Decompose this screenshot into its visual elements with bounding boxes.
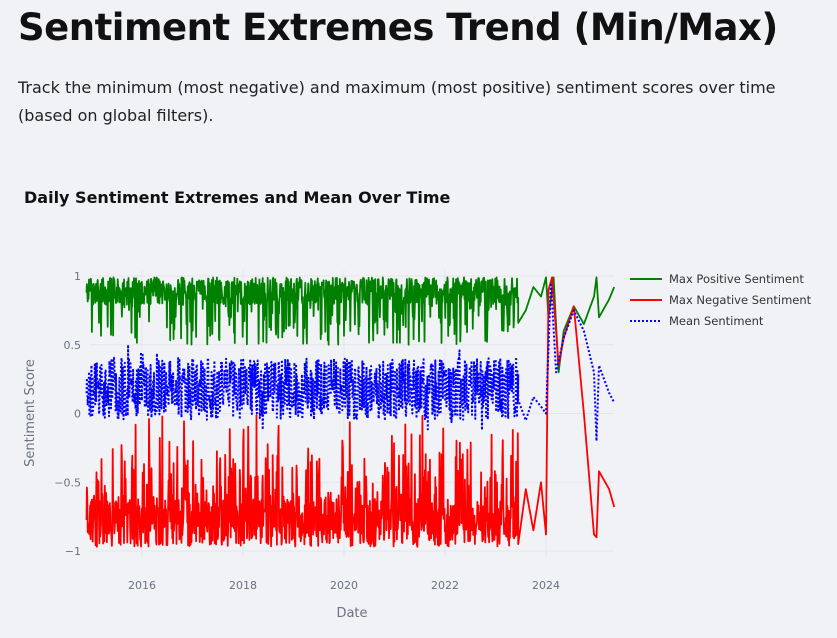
y-tick-label: −0.5 bbox=[54, 476, 81, 489]
y-axis: 1 0.5 0 −0.5 −1 bbox=[54, 270, 81, 558]
legend-label: Mean Sentiment bbox=[669, 314, 764, 328]
page-description: Track the minimum (most negative) and ma… bbox=[18, 78, 776, 125]
x-tick-label: 2018 bbox=[229, 579, 257, 592]
chart-title: Daily Sentiment Extremes and Mean Over T… bbox=[24, 188, 451, 207]
series-group bbox=[85, 276, 616, 548]
x-axis: 2016 2018 2020 2022 2024 bbox=[128, 579, 560, 592]
x-tick-label: 2020 bbox=[330, 579, 358, 592]
legend-item[interactable]: Max Negative Sentiment bbox=[630, 293, 812, 307]
page-title: Sentiment Extremes Trend (Min/Max) bbox=[18, 6, 778, 49]
legend-item[interactable]: Max Positive Sentiment bbox=[630, 272, 804, 286]
legend-item[interactable]: Mean Sentiment bbox=[630, 314, 764, 328]
legend[interactable]: Max Positive Sentiment Max Negative Senti… bbox=[630, 272, 812, 328]
y-tick-label: 0 bbox=[74, 408, 81, 421]
x-tick-label: 2016 bbox=[128, 579, 156, 592]
y-tick-label: 0.5 bbox=[64, 339, 82, 352]
y-tick-label: 1 bbox=[74, 270, 81, 283]
y-axis-title: Sentiment Score bbox=[23, 359, 38, 467]
y-tick-label: −1 bbox=[65, 545, 81, 558]
series-line-1 bbox=[85, 276, 616, 548]
series-line-0 bbox=[85, 276, 616, 374]
x-axis-title: Date bbox=[336, 606, 367, 621]
legend-label: Max Negative Sentiment bbox=[669, 293, 812, 307]
legend-label: Max Positive Sentiment bbox=[669, 272, 804, 286]
x-tick-label: 2024 bbox=[532, 579, 560, 592]
x-tick-label: 2022 bbox=[431, 579, 459, 592]
series-line-2 bbox=[85, 281, 616, 442]
